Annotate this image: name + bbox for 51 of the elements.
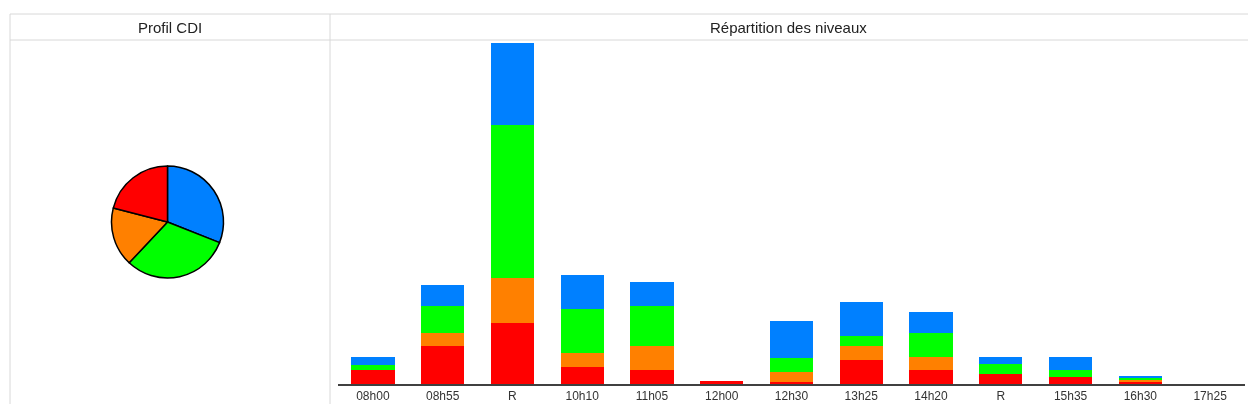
bar: [979, 356, 1023, 364]
bar: [769, 372, 814, 383]
bar: [839, 302, 883, 337]
bar: [909, 312, 953, 333]
bar: [839, 346, 883, 361]
bar: [979, 363, 1023, 374]
bar: [769, 358, 814, 373]
x-tick-label: 15h35: [1053, 389, 1088, 404]
bar: [490, 278, 535, 323]
bar: [490, 43, 535, 125]
x-tick-label: 08h00: [356, 389, 390, 404]
bar: [909, 356, 953, 371]
bar: [1048, 377, 1093, 384]
x-tick-label: R: [508, 389, 518, 404]
bar: [979, 373, 1023, 384]
bar: [421, 305, 465, 333]
x-tick-label: 08h55: [425, 389, 460, 404]
bar: [769, 320, 814, 359]
x-tick-label: 13h25: [844, 389, 879, 404]
bar: [1048, 370, 1093, 378]
bar: [351, 365, 395, 371]
x-tick-label: 17h25: [1193, 389, 1228, 404]
bar: [839, 360, 883, 384]
bar: [839, 336, 883, 347]
x-tick-label: R: [996, 389, 1006, 404]
bar: [630, 281, 674, 306]
bar: [421, 346, 465, 384]
bar: [560, 308, 604, 354]
bar: [630, 370, 674, 384]
bar: [421, 285, 465, 306]
bar: [1048, 356, 1093, 371]
bar: [560, 366, 604, 384]
bar: [490, 124, 535, 279]
bar: [909, 370, 953, 384]
x-tick-label: 14h20: [914, 389, 949, 404]
bar: [351, 370, 395, 384]
bar: [630, 346, 674, 371]
x-tick-label: 12h00: [705, 389, 739, 404]
x-tick-label: 16h30: [1123, 389, 1158, 404]
bar: [630, 305, 674, 347]
bar: [421, 332, 465, 347]
bar: [560, 353, 604, 367]
bar: [560, 274, 604, 309]
chart-title: Profil CDI: [138, 19, 203, 36]
x-tick-label: 11h05: [635, 389, 669, 404]
bar: [490, 322, 535, 384]
x-tick-label: 10h10: [565, 389, 600, 404]
bar: [909, 332, 953, 357]
bar: [351, 356, 395, 366]
x-tick-label: 12h30: [774, 389, 809, 404]
chart-title: Répartition des niveaux: [710, 19, 868, 36]
